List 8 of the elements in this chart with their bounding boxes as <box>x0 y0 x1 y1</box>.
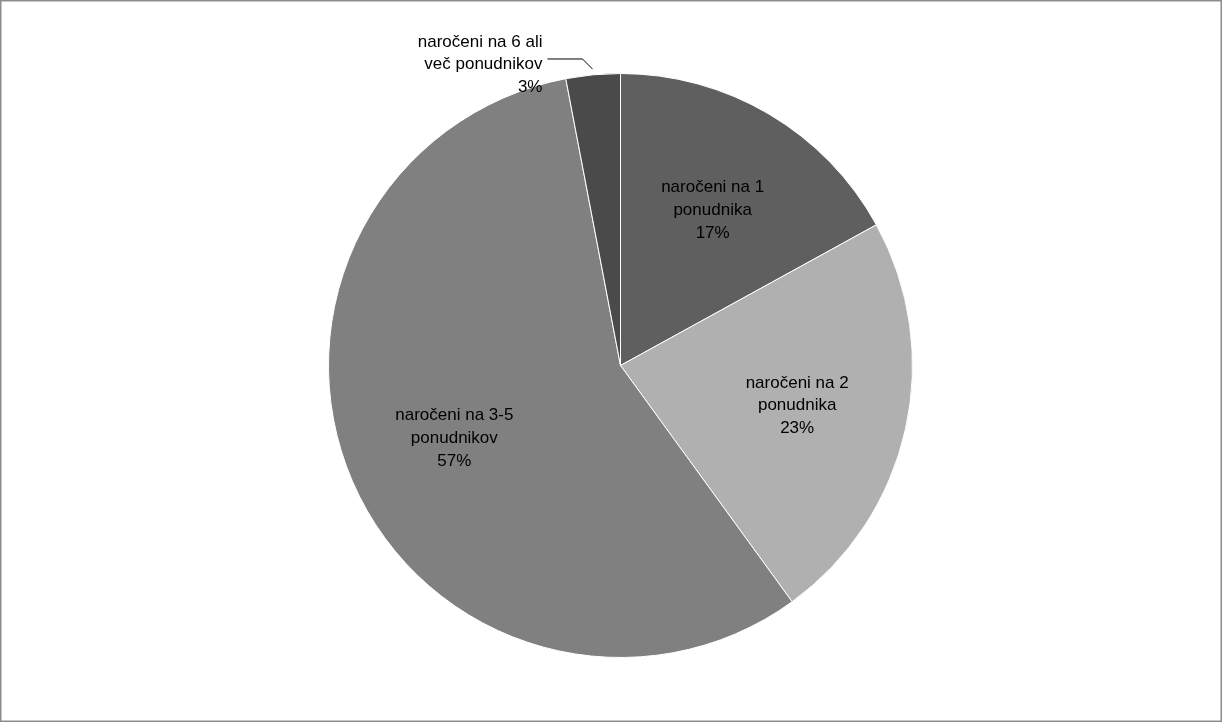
slice-label: naročeni na 3-5 ponudnikov <box>395 405 514 447</box>
slice-label: naročeni na 6 ali več ponudnikov <box>417 31 543 74</box>
data-label: 3% <box>517 77 543 97</box>
data-label: 23% <box>780 418 815 438</box>
slice-label: naročeni na 2 ponudnika <box>745 372 849 415</box>
data-label: 57% <box>437 450 472 470</box>
slice-label: naročeni na 1 ponudnika <box>661 177 765 220</box>
data-label: 17% <box>695 222 730 242</box>
